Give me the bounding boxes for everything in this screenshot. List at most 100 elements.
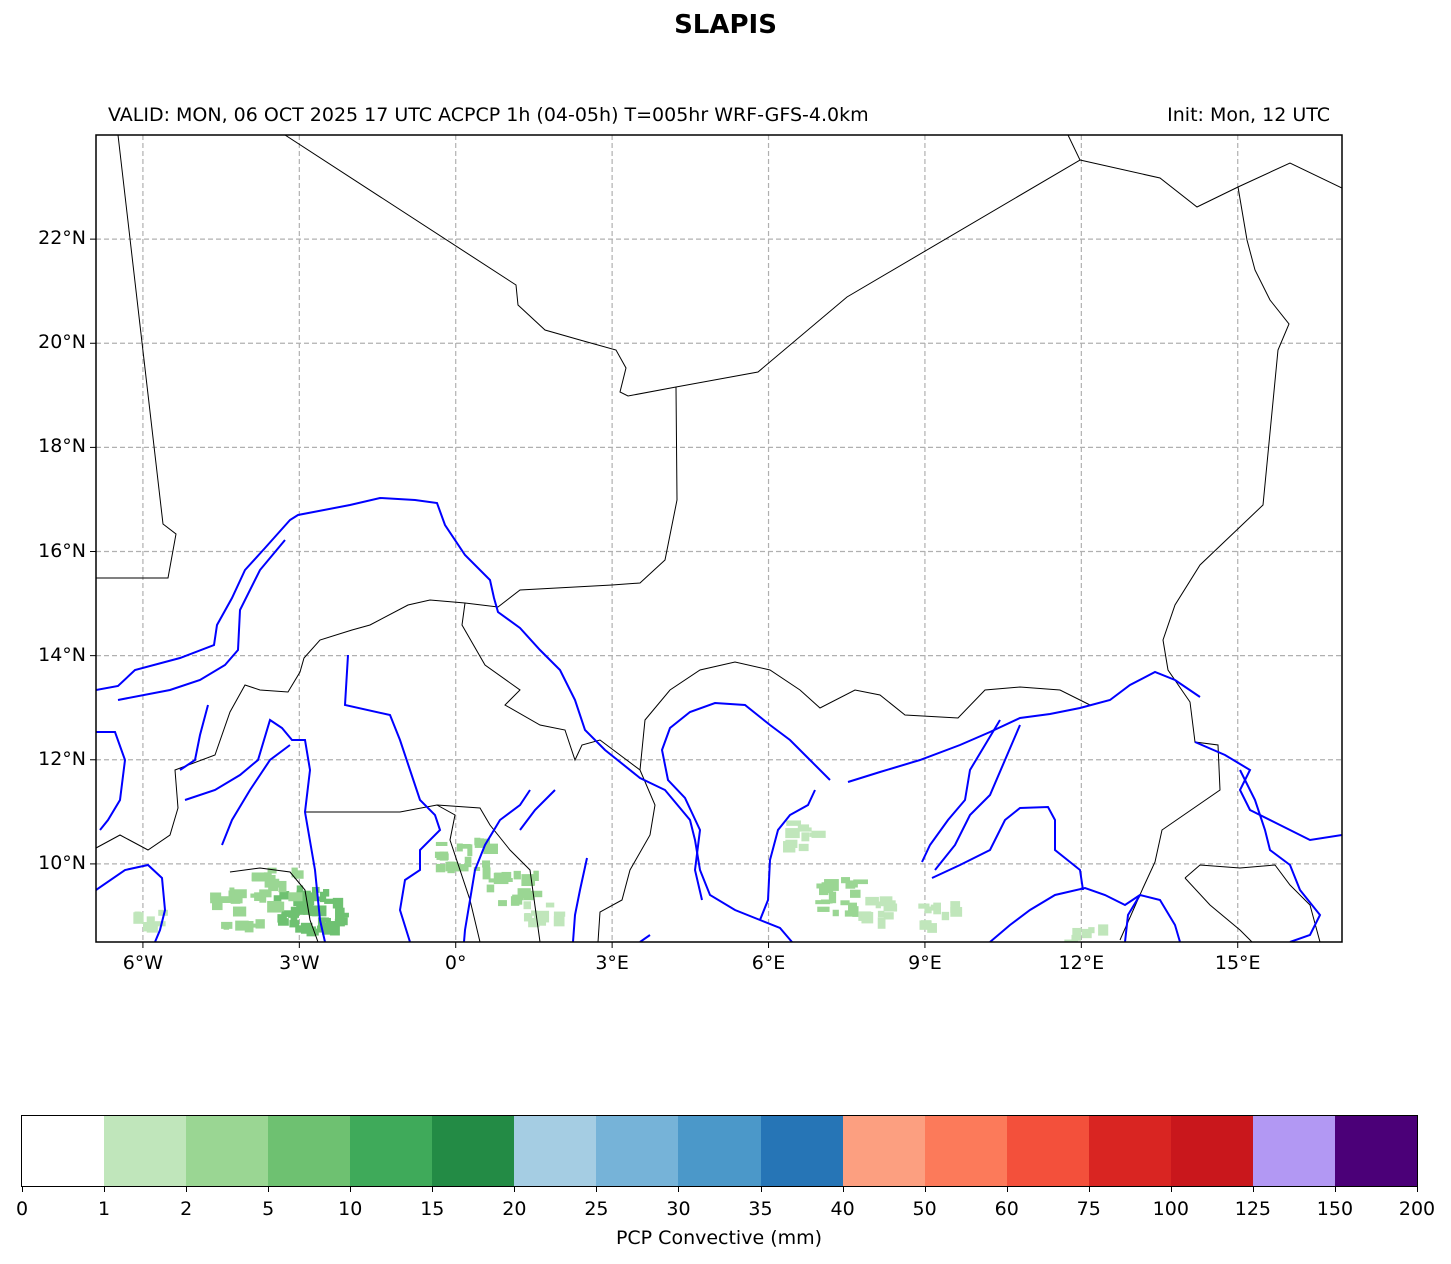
precip-cell — [210, 892, 222, 900]
precip-cell — [319, 891, 327, 903]
precip-cell — [883, 912, 894, 920]
precip-cell — [317, 917, 326, 928]
precip-cell — [277, 918, 289, 926]
precip-cell — [332, 897, 344, 909]
lon-tick-label: 6°E — [751, 952, 786, 974]
precip-cell — [841, 877, 851, 884]
precip-cell — [146, 916, 155, 927]
colorbar-tick-mark — [1088, 1186, 1090, 1192]
precip-cell — [289, 920, 300, 928]
colorbar-cell — [678, 1116, 762, 1186]
precip-cell — [883, 903, 898, 912]
colorbar-tick-mark — [514, 1186, 516, 1192]
precip-cell — [464, 856, 472, 868]
colorbar-cell — [186, 1116, 269, 1186]
colorbar-title: PCP Convective (mm) — [615, 1227, 823, 1249]
precip-cell — [254, 892, 262, 902]
colorbar-cell — [1252, 1116, 1336, 1186]
colorbar-tick-mark — [22, 1186, 23, 1192]
colorbar-tick-label: 10 — [338, 1198, 363, 1220]
rivers — [96, 496, 1342, 942]
lon-tick-label: 6°W — [122, 952, 164, 974]
precip-cell — [513, 870, 521, 880]
precip-cell — [302, 905, 316, 915]
colorbar-cell — [842, 1116, 926, 1186]
precip-cell — [844, 910, 858, 917]
colorbar-tick-label: 150 — [1316, 1198, 1354, 1220]
colorbar-tick-label: 50 — [912, 1198, 937, 1220]
precip-cell — [817, 906, 830, 912]
colorbar-tick-mark — [350, 1186, 352, 1192]
precip-cell — [809, 832, 818, 837]
precip-cell — [467, 844, 473, 857]
precip-cell — [786, 820, 802, 826]
precip-cell — [279, 891, 290, 900]
lat-tick-label: 20°N — [38, 331, 86, 354]
precip-cell — [249, 923, 256, 928]
precip-cell — [498, 877, 513, 882]
precip-cell — [133, 913, 140, 921]
colorbar-tick-mark — [1417, 1186, 1418, 1192]
precip-cell — [820, 899, 833, 904]
precip-cell — [861, 911, 874, 924]
precip-cell — [290, 914, 298, 921]
colorbar-tick-mark — [1252, 1186, 1254, 1192]
precip-cell — [146, 925, 158, 933]
precip-cell — [921, 920, 932, 926]
precip-cell — [267, 867, 277, 874]
precip-cell — [329, 925, 340, 936]
precip-cell — [1081, 928, 1092, 939]
precipitation-layer — [133, 820, 1109, 942]
precip-cell — [510, 896, 520, 906]
colorbar-tick-mark — [678, 1186, 680, 1192]
precip-cell — [456, 843, 463, 852]
colorbar-tick-mark — [186, 1186, 188, 1192]
lon-tick-label: 12°E — [1058, 952, 1105, 974]
precip-cell — [158, 909, 168, 916]
precip-cell — [845, 880, 856, 889]
colorbar-cell — [924, 1116, 1008, 1186]
precip-cell — [885, 900, 896, 906]
precip-cell — [877, 910, 885, 918]
colorbar-cell — [268, 1116, 351, 1186]
precip-cell — [819, 883, 829, 896]
precip-cell — [801, 832, 810, 842]
colorbar-cell — [432, 1116, 515, 1186]
precip-cell — [278, 880, 287, 893]
precip-cell — [259, 893, 267, 903]
lat-tick-label: 16°N — [38, 539, 86, 562]
precip-cell — [1064, 939, 1078, 942]
lon-tick-label: 15°E — [1214, 952, 1261, 974]
precip-cell — [1072, 927, 1082, 937]
lat-tick-label: 22°N — [38, 227, 86, 250]
valid-time-label: VALID: MON, 06 OCT 2025 17 UTC ACPCP 1h … — [108, 104, 869, 126]
precip-cell — [478, 838, 491, 846]
colorbar-tick-mark — [1170, 1186, 1172, 1192]
precip-cell — [311, 886, 320, 893]
colorbar-tick-mark — [432, 1186, 434, 1192]
precip-cell — [1088, 927, 1095, 934]
precip-cell — [288, 892, 303, 902]
precip-cell — [244, 921, 254, 933]
colorbar-tick-label: 35 — [748, 1198, 773, 1220]
precip-cell — [473, 866, 481, 872]
precip-cell — [877, 917, 886, 929]
precip-cell — [305, 893, 313, 902]
precip-cell — [483, 843, 498, 855]
colorbar-tick-label: 30 — [666, 1198, 691, 1220]
colorbar-tick-label: 75 — [1076, 1198, 1101, 1220]
precip-cell — [498, 900, 507, 907]
precip-cell — [339, 912, 349, 918]
colorbar — [22, 1116, 1418, 1186]
precip-cell — [798, 843, 809, 852]
precip-cell — [865, 896, 879, 906]
precip-cell — [933, 902, 941, 915]
precip-cell — [783, 841, 796, 853]
colorbar-tick-mark — [924, 1186, 926, 1192]
lat-tick-label: 12°N — [38, 747, 86, 770]
precip-cell — [267, 900, 282, 913]
colorbar-tick-label: 100 — [1152, 1198, 1189, 1220]
precip-cell — [785, 828, 800, 839]
lon-tick-label: 3°W — [279, 952, 320, 974]
